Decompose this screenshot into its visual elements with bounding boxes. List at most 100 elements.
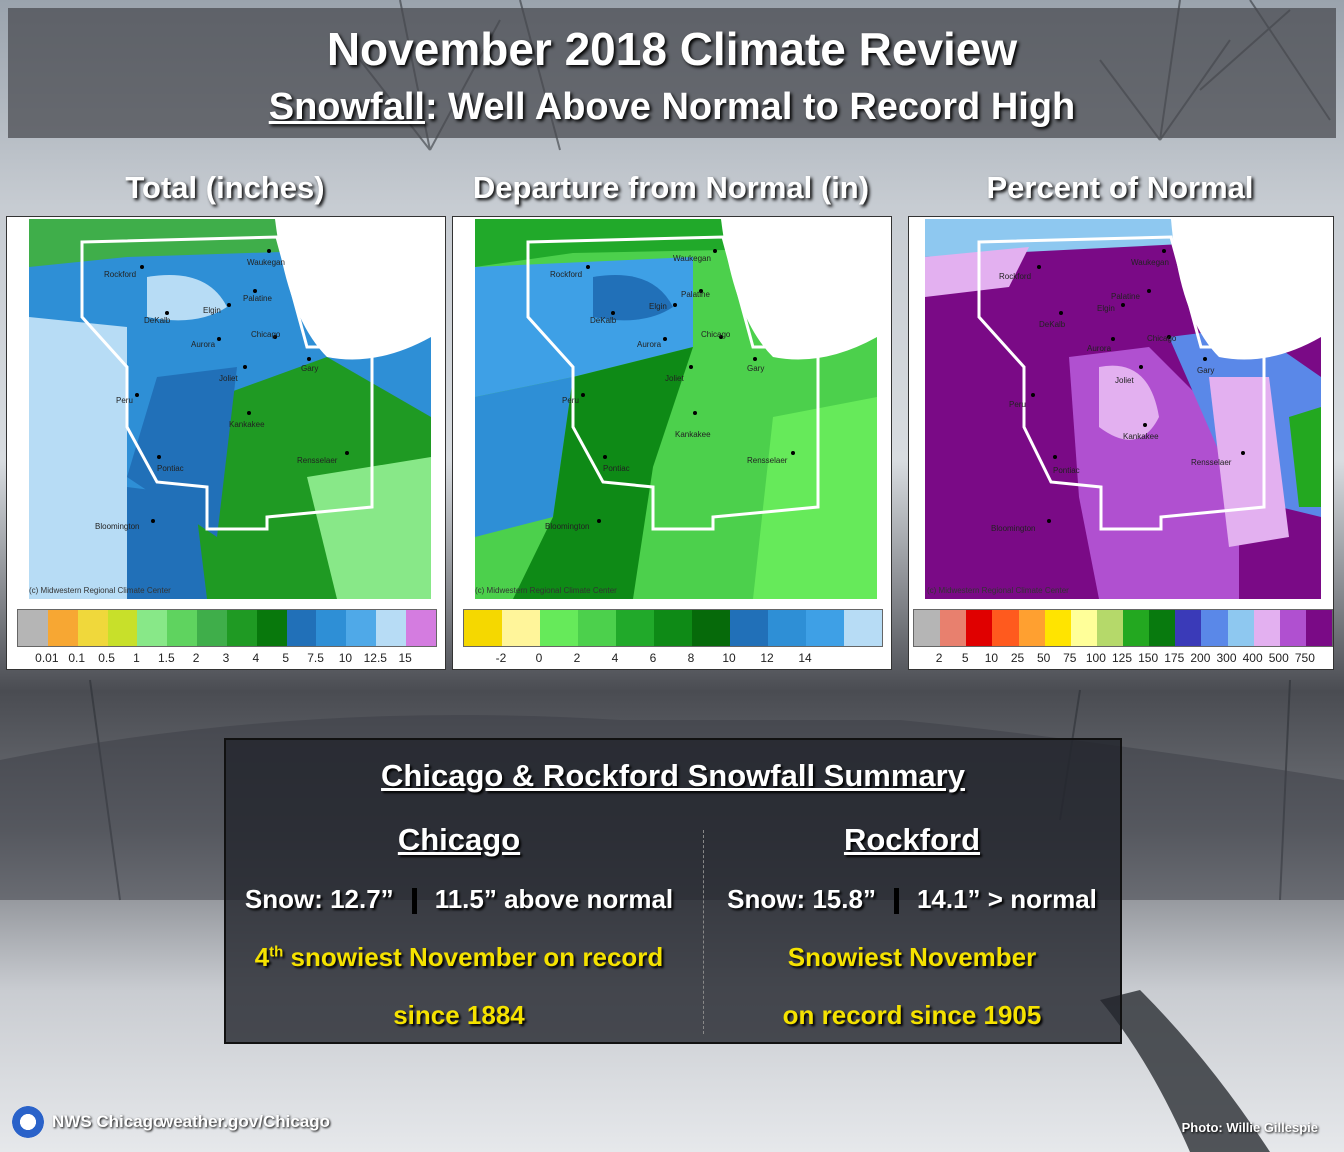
colorbar-tick-label: 10 bbox=[984, 651, 999, 665]
subtitle-keyword: Snowfall bbox=[268, 86, 425, 128]
colorbar-swatch bbox=[1279, 610, 1306, 646]
city-label: Bloomington bbox=[95, 522, 139, 531]
city-label: Aurora bbox=[191, 340, 216, 349]
city-label: Kankakee bbox=[229, 420, 265, 429]
colorbar-swatch bbox=[1149, 610, 1176, 646]
chicago-heading: Chicago bbox=[397, 822, 521, 857]
colorbar bbox=[17, 609, 437, 647]
colorbar-tick-label: 50 bbox=[1036, 651, 1051, 665]
city-label: Joliet bbox=[665, 374, 684, 383]
colorbar-swatch bbox=[286, 610, 317, 646]
colorbar-swatch bbox=[1201, 610, 1228, 646]
subtitle-text: : Well Above Normal to Record High bbox=[424, 86, 1076, 128]
city-label: Bloomington bbox=[545, 522, 589, 531]
colorbar-swatch bbox=[806, 610, 844, 646]
colorbar-swatch bbox=[137, 610, 168, 646]
city-label: DeKalb bbox=[1039, 320, 1066, 329]
colorbar-tick-label: 8 bbox=[687, 651, 695, 665]
colorbar-swatch bbox=[226, 610, 257, 646]
separator bbox=[893, 888, 899, 915]
colorbar-tick-label: 200 bbox=[1190, 651, 1211, 665]
footer-url[interactable]: weather.gov/Chicago bbox=[160, 1112, 331, 1131]
colorbar-tick-label: 400 bbox=[1242, 651, 1263, 665]
colorbar-tick-label: 14 bbox=[798, 651, 812, 665]
colorbar-tick-label: 0.1 bbox=[68, 651, 86, 665]
city-label: DeKalb bbox=[144, 316, 171, 325]
snowfall-percent-map: Rockford Waukegan Palatine Elgin DeKalb … bbox=[925, 219, 1321, 599]
rockford-record-line1: Snowiest November bbox=[787, 942, 1037, 972]
city-label: Peru bbox=[116, 396, 133, 405]
map-panel-total: Rockford Waukegan Palatine Elgin DeKalb … bbox=[6, 216, 446, 670]
city-label: Aurora bbox=[637, 340, 662, 349]
colorbar-tick-label: 5 bbox=[961, 651, 969, 665]
snowfall-summary-box: Chicago & Rockford Snowfall Summary Chic… bbox=[224, 738, 1122, 1044]
city-label: Peru bbox=[1009, 400, 1026, 409]
chicago-since: since 1884 bbox=[393, 1000, 525, 1030]
colorbar-tick-label: 175 bbox=[1164, 651, 1185, 665]
colorbar bbox=[463, 609, 883, 647]
colorbar-tick-label: 6 bbox=[649, 651, 657, 665]
colorbar-tick-label: 2 bbox=[573, 651, 581, 665]
colorbar-swatch bbox=[256, 610, 287, 646]
colorbar bbox=[913, 609, 1333, 647]
separator bbox=[411, 888, 417, 915]
colorbar-swatch bbox=[1044, 610, 1071, 646]
footer-office: NWS Chicago bbox=[52, 1112, 164, 1131]
city-label: Pontiac bbox=[1053, 466, 1080, 475]
colorbar-tick-label: 12 bbox=[760, 651, 774, 665]
chicago-snow-line: Snow: 12.7” 11.5” above normal bbox=[226, 884, 692, 915]
city-label: Palatine bbox=[681, 290, 710, 299]
city-label: Palatine bbox=[1111, 292, 1140, 301]
colorbar-tick-label: 300 bbox=[1216, 651, 1237, 665]
chicago-snow-total: Snow: 12.7” bbox=[244, 884, 394, 914]
colorbar-tick-label: -2 bbox=[495, 651, 507, 665]
column-divider bbox=[703, 830, 704, 1034]
city-label: Joliet bbox=[1115, 376, 1134, 385]
rockford-snow-line: Snow: 15.8” 14.1” > normal bbox=[704, 884, 1120, 915]
colorbar-tick-label: 500 bbox=[1268, 651, 1289, 665]
colorbar-swatch bbox=[578, 610, 616, 646]
colorbar-swatch bbox=[966, 610, 993, 646]
city-label: Rockford bbox=[550, 270, 582, 279]
colorbar-tick-label: 10 bbox=[722, 651, 736, 665]
colorbar-swatch bbox=[107, 610, 138, 646]
city-label: Bloomington bbox=[991, 524, 1035, 533]
colorbar-tick-label: 1.5 bbox=[157, 651, 175, 665]
colorbar-tick-label: 2 bbox=[192, 651, 200, 665]
colorbar-swatch bbox=[47, 610, 78, 646]
city-label: Kankakee bbox=[675, 430, 711, 439]
colorbar-tick-label: 150 bbox=[1138, 651, 1159, 665]
colorbar-tick-label: 0.5 bbox=[98, 651, 115, 665]
city-label: Waukegan bbox=[247, 258, 285, 267]
colorbar-tick-label: 0.01 bbox=[35, 651, 59, 665]
colorbar-tick-label: 15 bbox=[398, 651, 412, 665]
city-label: Elgin bbox=[203, 306, 221, 315]
colorbar-tick-label: 4 bbox=[611, 651, 619, 665]
city-label: Chicago bbox=[251, 330, 281, 339]
rockford-snow-total: Snow: 15.8” bbox=[727, 884, 876, 914]
colorbar-swatch bbox=[376, 610, 406, 646]
rockford-heading: Rockford bbox=[843, 822, 981, 857]
panel-title-departure: Departure from Normal (in) bbox=[472, 170, 870, 205]
colorbar-swatch bbox=[616, 610, 654, 646]
colorbar-tick-label: 1 bbox=[133, 651, 140, 665]
colorbar-swatch bbox=[167, 610, 198, 646]
city-label: Elgin bbox=[649, 302, 667, 311]
city-label: Gary bbox=[301, 364, 318, 373]
colorbar-swatch bbox=[1253, 610, 1280, 646]
colorbar-tick-label: 25 bbox=[1010, 651, 1025, 665]
city-label: Chicago bbox=[701, 330, 731, 339]
colorbar-swatch bbox=[730, 610, 768, 646]
city-label: Waukegan bbox=[673, 254, 711, 263]
colorbar-tick-label: 0 bbox=[535, 651, 543, 665]
map-credit: (c) Midwestern Regional Climate Center bbox=[475, 586, 617, 595]
colorbar-swatch bbox=[1018, 610, 1045, 646]
summary-title: Chicago & Rockford Snowfall Summary bbox=[381, 758, 965, 793]
city-label: Rensselaer bbox=[747, 456, 788, 465]
colorbar-swatch bbox=[346, 610, 377, 646]
city-label: Pontiac bbox=[157, 464, 184, 473]
city-label: Rockford bbox=[104, 270, 136, 279]
city-label: Waukegan bbox=[1131, 258, 1169, 267]
map-credit: (c) Midwestern Regional Climate Center bbox=[927, 586, 1069, 595]
city-label: Chicago bbox=[1147, 334, 1177, 343]
